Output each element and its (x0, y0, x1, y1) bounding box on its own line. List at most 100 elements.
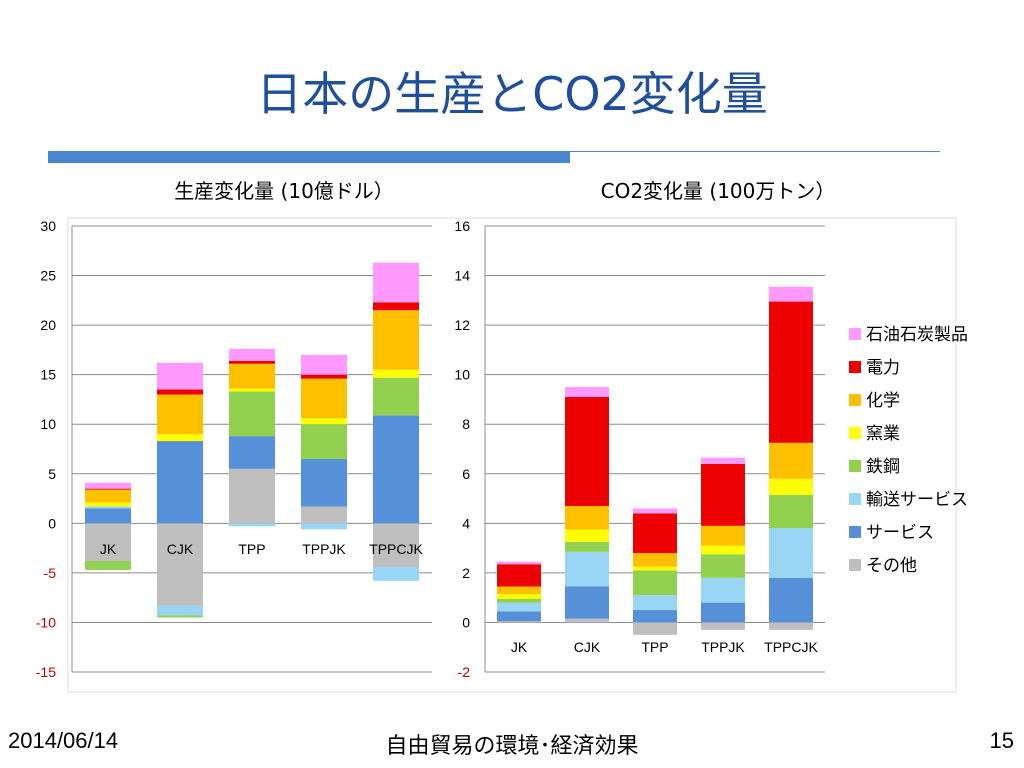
bar-segment-chem (373, 310, 419, 370)
category-label: JK (511, 639, 528, 655)
legend-label-petro: 石油石炭製品 (866, 325, 968, 345)
page-number: 15 (989, 728, 1014, 753)
category-label: TPPCJK (764, 639, 818, 655)
bar-segment-transport (769, 528, 813, 578)
bar-segment-other (565, 618, 609, 623)
category-label: CJK (574, 639, 601, 655)
y-tick-label: 4 (462, 515, 470, 531)
bar-segment-ceramic (769, 478, 813, 495)
bar-segment-service (301, 458, 347, 507)
bar-segment-petro (85, 482, 131, 489)
bar-segment-chem (633, 553, 677, 567)
legend-label-elec: 電力 (866, 358, 900, 378)
bar-segment-service (157, 441, 203, 524)
bar-segment-ceramic (157, 434, 203, 442)
bar-segment-service (565, 586, 609, 619)
bar-segment-transport (229, 523, 275, 527)
bar-segment-elec (373, 302, 419, 311)
bar-segment-steel (85, 560, 131, 570)
chart-area-border (67, 217, 957, 693)
y-tick-label: -10 (36, 614, 56, 630)
y-tick-label: 2 (462, 565, 470, 581)
bar-segment-steel (497, 598, 541, 603)
bar-segment-petro (701, 457, 745, 464)
y-tick-label: 10 (40, 416, 56, 432)
y-tick-label: 0 (462, 614, 470, 630)
bar-segment-chem (701, 525, 745, 546)
bar-segment-steel (229, 391, 275, 437)
bar-segment-transport (157, 605, 203, 616)
legend-label-transport: 輸送サービス (866, 490, 968, 510)
y-tick-label: 25 (40, 268, 56, 284)
bar-segment-ceramic (633, 566, 677, 571)
bar-segment-steel (157, 615, 203, 618)
y-tick-label: 10 (454, 367, 470, 383)
bar-segment-elec (229, 360, 275, 364)
bar-segment-petro (229, 348, 275, 361)
category-label: TPP (238, 541, 265, 557)
bar-segment-other (157, 523, 203, 606)
bar-segment-ceramic (373, 369, 419, 378)
y-tick-label: 0 (48, 515, 56, 531)
legend-swatch-ceramic (849, 427, 861, 439)
bar-segment-other (229, 468, 275, 524)
bar-segment-service (373, 415, 419, 524)
bar-segment-transport (85, 506, 131, 509)
bar-segment-transport (701, 577, 745, 603)
bar-segment-steel (373, 377, 419, 416)
bar-segment-service (769, 577, 813, 623)
bar-segment-transport (373, 566, 419, 581)
bar-segment-petro (373, 262, 419, 303)
bar-segment-transport (301, 523, 347, 530)
y-tick-label: 8 (462, 416, 470, 432)
bar-segment-ceramic (301, 418, 347, 425)
legend-swatch-service (849, 526, 861, 538)
bar-segment-elec (85, 488, 131, 490)
bar-segment-ceramic (497, 593, 541, 599)
y-tick-label: 16 (454, 218, 470, 234)
bar-segment-other (633, 622, 677, 635)
title-underline-thin (570, 151, 940, 152)
bar-segment-transport (497, 602, 541, 612)
production-chart: 生産変化量 (10億ドル） 30 25 20 15 10 5 0 -5 -10 -15 JK CJK TP… (36, 179, 432, 680)
bar-segment-ceramic (229, 388, 275, 392)
legend-label-other: その他 (866, 556, 917, 576)
bar-segment-petro (157, 362, 203, 390)
chart-title: 生産変化量 (10億ドル） (174, 179, 394, 203)
bar-segment-chem (497, 586, 541, 594)
bar-segment-petro (497, 561, 541, 565)
bar-segment-chem (157, 394, 203, 435)
legend-label-chem: 化学 (866, 391, 900, 411)
bar-segment-other (373, 523, 419, 567)
y-tick-label: 12 (454, 317, 470, 333)
legend-swatch-petro (849, 328, 861, 340)
bar-segment-steel (565, 541, 609, 552)
co2-chart: CO2変化量 (100万トン） 16 14 12 10 8 6 4 2 0 -2 JK CJK TPP TP… (454, 179, 835, 680)
y-tick-label: 6 (462, 466, 470, 482)
legend-label-steel: 鉄鋼 (866, 457, 900, 477)
bar-segment-petro (633, 508, 677, 514)
legend-swatch-steel (849, 460, 861, 472)
bar-segment-service (85, 508, 131, 524)
bar-segment-ceramic (701, 545, 745, 555)
bar-segment-service (229, 436, 275, 469)
bar-segment-elec (157, 389, 203, 395)
legend-swatch-chem (849, 394, 861, 406)
y-tick-label: -5 (44, 565, 57, 581)
legend-label-service: サービス (866, 523, 934, 543)
bar-segment-chem (85, 489, 131, 503)
bar-segment-petro (769, 286, 813, 302)
chart-title: CO2変化量 (100万トン） (601, 179, 836, 203)
category-label: TPPJK (701, 639, 745, 655)
category-label: TPP (641, 639, 668, 655)
bar-segment-elec (497, 564, 541, 587)
bar-segment-elec (565, 396, 609, 506)
legend-swatch-transport (849, 493, 861, 505)
legend-swatch-other (849, 559, 861, 571)
bar-segment-service (633, 610, 677, 623)
y-tick-label: 15 (40, 367, 56, 383)
bar-segment-other (701, 622, 745, 630)
title-underline-thick (48, 151, 570, 163)
legend-swatch-elec (849, 361, 861, 373)
bar-segment-other (301, 506, 347, 524)
